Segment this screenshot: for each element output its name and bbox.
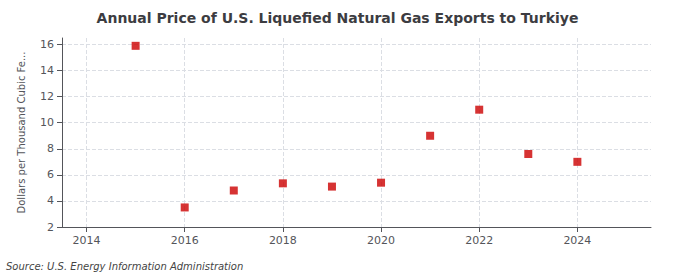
svg-text:2: 2: [47, 221, 54, 234]
svg-text:2022: 2022: [465, 234, 493, 247]
svg-text:2014: 2014: [73, 234, 101, 247]
svg-text:16: 16: [40, 38, 54, 51]
svg-text:2020: 2020: [367, 234, 395, 247]
svg-text:14: 14: [40, 64, 54, 77]
svg-text:6: 6: [47, 168, 54, 181]
svg-text:12: 12: [40, 90, 54, 103]
svg-text:2016: 2016: [171, 234, 199, 247]
svg-text:10: 10: [40, 116, 54, 129]
svg-text:Dollars per Thousand Cubic Fe.: Dollars per Thousand Cubic Fe...: [16, 52, 27, 214]
svg-text:2024: 2024: [563, 234, 591, 247]
svg-text:Annual Price of U.S. Liquefied: Annual Price of U.S. Liquefied Natural G…: [97, 10, 579, 26]
svg-text:Source: U.S. Energy Informatio: Source: U.S. Energy Information Administ…: [6, 261, 243, 272]
svg-text:4: 4: [47, 194, 54, 207]
svg-text:2018: 2018: [269, 234, 297, 247]
svg-text:8: 8: [47, 142, 54, 155]
